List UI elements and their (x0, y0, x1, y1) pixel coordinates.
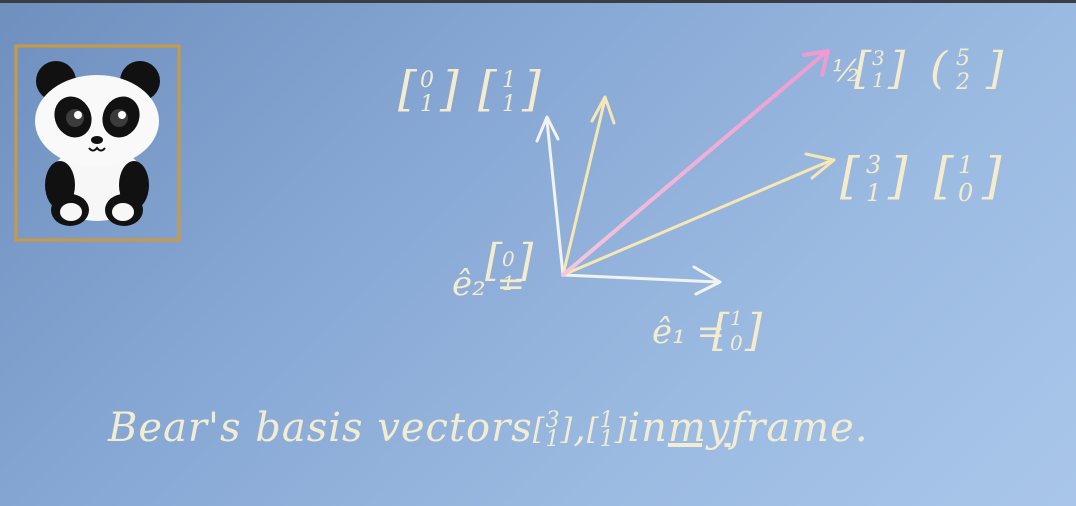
caption-vector-1: [3 1] (532, 408, 574, 453)
svg-text:[: [ (485, 235, 503, 286)
svg-text:]: ] (439, 61, 459, 117)
panda-head (35, 75, 159, 167)
svg-text:]: ] (521, 61, 541, 117)
label-e2-bottom: 1 (502, 271, 515, 295)
caption: Bear's basis vectors [3 1],[1 1] in my fra… (108, 405, 1068, 475)
svg-text:[: [ (840, 147, 860, 205)
vector-e2 (545, 119, 565, 277)
vector-bear-e2-arrowhead (590, 95, 616, 125)
vector-e1 (561, 273, 720, 284)
whiteboard-canvas: ê₂ = [ 0 1 ] ê₁ = [ 1 0 ] [ 0 1 ] [ 1 1 … (0, 3, 1076, 506)
label-yl-b-top: 1 (502, 68, 516, 93)
vector-bear-e2 (561, 97, 607, 277)
label-e2-hat: ê₂ = [ 0 1 ] (452, 235, 534, 304)
label-bear-e1-vectors: [ 3 1 ] [ 1 0 ] (840, 147, 1002, 207)
label-yl-a-bottom: 1 (420, 92, 434, 117)
svg-text:]: ] (887, 43, 906, 94)
label-pink-b-top: 5 (956, 46, 970, 71)
svg-text:[: [ (854, 43, 872, 94)
label-pink-vector: ½ [ 3 1 ] ( 5 2 ] (832, 43, 1004, 95)
caption-v2-bottom: 1 (599, 427, 615, 453)
label-r-a-top: 3 (866, 151, 881, 179)
label-e1-top: 1 (730, 306, 743, 330)
label-e2-name: ê₂ = (452, 264, 525, 304)
caption-part3: frame. (730, 405, 869, 451)
caption-v1-bottom: 1 (545, 427, 561, 453)
vector-pink (561, 51, 827, 277)
svg-text:]: ] (985, 43, 1004, 94)
caption-vector-2: [1 1] (586, 408, 628, 453)
panda-avatar (14, 44, 181, 242)
label-bear-e2-vectors: [ 0 1 ] [ 1 1 ] (398, 61, 541, 117)
svg-text:(: ( (930, 43, 948, 94)
label-r-b-top: 1 (958, 151, 973, 179)
label-yl-a-top: 0 (420, 68, 434, 93)
svg-text:[: [ (712, 305, 730, 356)
label-e1-bottom: 0 (730, 331, 743, 355)
diagram-svg: ê₂ = [ 0 1 ] ê₁ = [ 1 0 ] [ 0 1 ] [ 1 1 … (14, 43, 1004, 356)
vector-e1-arrowhead (692, 265, 722, 296)
label-pink-a-top: 3 (872, 46, 885, 70)
svg-text:]: ] (887, 147, 908, 205)
caption-v2-top: 1 (599, 408, 615, 434)
caption-part1: Bear's basis vectors (108, 405, 533, 451)
label-yl-b-bottom: 1 (502, 92, 516, 117)
caption-comma: , (573, 405, 587, 451)
caption-v1-top: 3 (545, 408, 561, 434)
label-e1-hat: ê₁ = [ 1 0 ] (652, 305, 763, 356)
label-pink-a-bottom: 1 (872, 68, 885, 92)
panda-nose (91, 136, 103, 144)
label-pink-b-bottom: 2 (955, 70, 970, 95)
svg-text:]: ] (981, 147, 1002, 205)
svg-text:[: [ (934, 147, 954, 205)
svg-text:]: ] (744, 305, 763, 356)
svg-text:[: [ (398, 61, 418, 117)
vector-bear-e1-arrowhead (804, 152, 836, 180)
vector-pink-arrowhead (802, 49, 830, 77)
svg-text:]: ] (515, 235, 534, 286)
vector-e2-arrowhead (535, 115, 560, 143)
label-e1-name: ê₁ = (652, 312, 725, 352)
avatar-frame (14, 44, 181, 242)
caption-part2: in (627, 405, 668, 451)
label-r-a-bottom: 1 (866, 179, 881, 207)
label-e2-top: 0 (502, 247, 515, 271)
svg-text:[: [ (478, 61, 498, 117)
label-r-b-bottom: 0 (958, 179, 973, 207)
label-pink-coef: ½ (832, 54, 861, 89)
vector-bear-e1 (561, 158, 834, 277)
caption-my: my (667, 405, 731, 451)
